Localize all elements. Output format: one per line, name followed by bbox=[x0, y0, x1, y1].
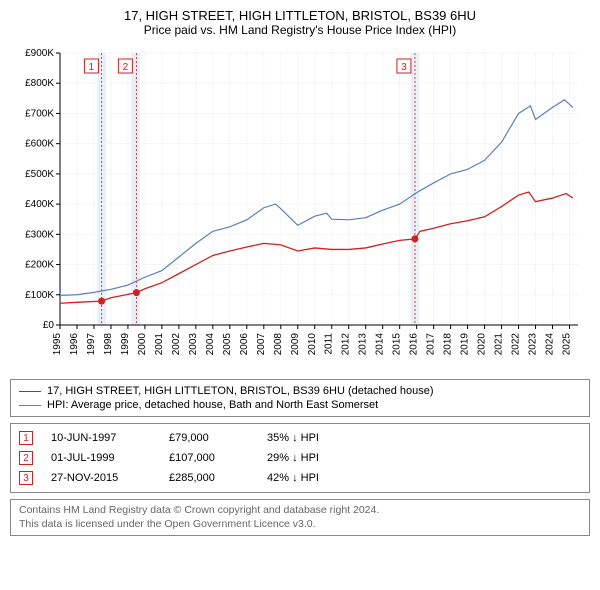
transaction-marker: 1 bbox=[19, 431, 33, 445]
transaction-date: 01-JUL-1999 bbox=[51, 452, 151, 464]
svg-text:£900K: £900K bbox=[25, 48, 54, 59]
svg-text:1997: 1997 bbox=[86, 333, 97, 356]
svg-text:2019: 2019 bbox=[460, 333, 471, 356]
transaction-delta: 29% ↓ HPI bbox=[267, 452, 357, 464]
transaction-price: £285,000 bbox=[169, 472, 249, 484]
svg-text:3: 3 bbox=[401, 62, 407, 73]
svg-text:2020: 2020 bbox=[477, 333, 488, 356]
svg-text:2009: 2009 bbox=[290, 333, 301, 356]
svg-text:£800K: £800K bbox=[25, 78, 54, 89]
svg-text:2011: 2011 bbox=[324, 333, 335, 355]
svg-text:1999: 1999 bbox=[120, 333, 131, 356]
svg-text:2013: 2013 bbox=[358, 333, 369, 356]
svg-text:£500K: £500K bbox=[25, 169, 54, 180]
svg-text:2018: 2018 bbox=[443, 333, 454, 356]
svg-text:1: 1 bbox=[89, 62, 95, 73]
svg-text:£0: £0 bbox=[43, 320, 55, 331]
svg-text:2007: 2007 bbox=[256, 333, 267, 356]
chart-area: £0 £100K £200K £300K £400K £500K £600K £700K £80… bbox=[10, 43, 590, 373]
transaction-marker: 3 bbox=[19, 471, 33, 485]
svg-text:2010: 2010 bbox=[307, 333, 318, 356]
svg-text:£600K: £600K bbox=[25, 139, 54, 150]
svg-text:1996: 1996 bbox=[69, 333, 80, 356]
svg-text:2000: 2000 bbox=[137, 333, 148, 356]
chart-title: 17, HIGH STREET, HIGH LITTLETON, BRISTOL… bbox=[10, 8, 590, 23]
transaction-price: £79,000 bbox=[169, 432, 249, 444]
transaction-date: 27-NOV-2015 bbox=[51, 472, 151, 484]
transaction-delta: 42% ↓ HPI bbox=[267, 472, 357, 484]
svg-text:2025: 2025 bbox=[562, 333, 573, 356]
svg-text:2016: 2016 bbox=[409, 333, 420, 356]
svg-text:£300K: £300K bbox=[25, 229, 54, 240]
svg-text:2001: 2001 bbox=[154, 333, 165, 356]
legend-label: 17, HIGH STREET, HIGH LITTLETON, BRISTOL… bbox=[47, 385, 434, 397]
transaction-delta: 35% ↓ HPI bbox=[267, 432, 357, 444]
svg-text:2014: 2014 bbox=[375, 333, 386, 356]
transaction-price: £107,000 bbox=[169, 452, 249, 464]
svg-text:2023: 2023 bbox=[528, 333, 539, 356]
transaction-row: 1 10-JUN-1997 £79,000 35% ↓ HPI bbox=[19, 428, 581, 448]
svg-text:2004: 2004 bbox=[205, 333, 216, 356]
svg-text:2024: 2024 bbox=[545, 333, 556, 356]
footer-line-1: Contains HM Land Registry data © Crown c… bbox=[19, 504, 581, 518]
svg-text:2003: 2003 bbox=[188, 333, 199, 356]
svg-text:£200K: £200K bbox=[25, 260, 54, 271]
svg-text:£700K: £700K bbox=[25, 108, 54, 119]
transaction-row: 3 27-NOV-2015 £285,000 42% ↓ HPI bbox=[19, 468, 581, 488]
svg-text:2008: 2008 bbox=[273, 333, 284, 356]
svg-text:2002: 2002 bbox=[171, 333, 182, 356]
line-chart-svg: £0 £100K £200K £300K £400K £500K £600K £700K £80… bbox=[10, 43, 590, 373]
legend-label: HPI: Average price, detached house, Bath… bbox=[47, 399, 378, 411]
footer-line-2: This data is licensed under the Open Gov… bbox=[19, 518, 581, 532]
svg-text:2012: 2012 bbox=[341, 333, 352, 356]
svg-text:£100K: £100K bbox=[25, 290, 54, 301]
svg-text:2022: 2022 bbox=[511, 333, 522, 356]
svg-text:1995: 1995 bbox=[52, 333, 63, 356]
svg-text:2021: 2021 bbox=[494, 333, 505, 356]
svg-text:£400K: £400K bbox=[25, 199, 54, 210]
transaction-marker: 2 bbox=[19, 451, 33, 465]
svg-text:2015: 2015 bbox=[392, 333, 403, 356]
svg-text:2005: 2005 bbox=[222, 333, 233, 356]
chart-subtitle: Price paid vs. HM Land Registry's House … bbox=[10, 23, 590, 37]
svg-text:1998: 1998 bbox=[103, 333, 114, 356]
legend: 17, HIGH STREET, HIGH LITTLETON, BRISTOL… bbox=[10, 379, 590, 417]
svg-text:2: 2 bbox=[123, 62, 129, 73]
transactions-table: 1 10-JUN-1997 £79,000 35% ↓ HPI 2 01-JUL-1999… bbox=[10, 423, 590, 493]
legend-item: HPI: Average price, detached house, Bath… bbox=[19, 398, 581, 412]
transaction-date: 10-JUN-1997 bbox=[51, 432, 151, 444]
footer-attribution: Contains HM Land Registry data © Crown c… bbox=[10, 499, 590, 536]
legend-item: 17, HIGH STREET, HIGH LITTLETON, BRISTOL… bbox=[19, 384, 581, 398]
svg-text:2006: 2006 bbox=[239, 333, 250, 356]
transaction-row: 2 01-JUL-1999 £107,000 29% ↓ HPI bbox=[19, 448, 581, 468]
svg-text:2017: 2017 bbox=[426, 333, 437, 356]
legend-swatch bbox=[19, 391, 41, 392]
legend-swatch bbox=[19, 405, 41, 406]
